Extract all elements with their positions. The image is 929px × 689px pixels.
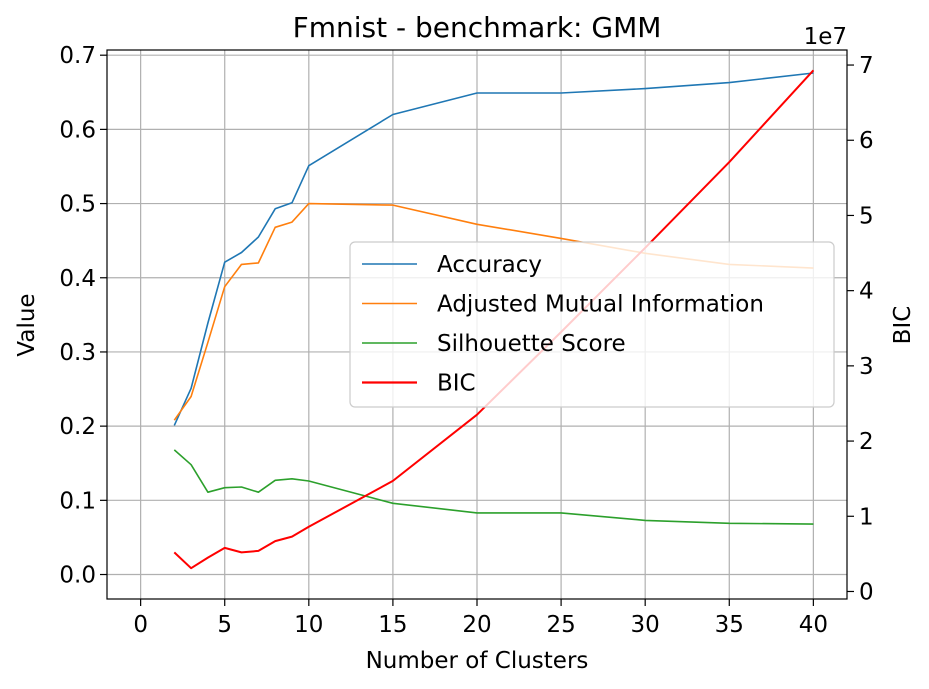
y2-tick-label: 7 bbox=[859, 53, 874, 79]
x-axis-ticks: 0 5 10 15 20 25 30 35 40 bbox=[133, 599, 828, 638]
y2-tick-label: 0 bbox=[859, 579, 874, 605]
y-tick-label: 0.7 bbox=[59, 43, 96, 69]
y2-axis-offset-label: 1e7 bbox=[804, 24, 847, 50]
y-axis-label: Value bbox=[14, 293, 40, 356]
x-axis-label: Number of Clusters bbox=[366, 648, 589, 674]
x-tick-label: 10 bbox=[294, 612, 323, 638]
x-tick-label: 35 bbox=[715, 612, 744, 638]
y-tick-label: 0.5 bbox=[59, 192, 96, 218]
y-tick-label: 0.4 bbox=[59, 266, 96, 292]
y2-axis-label: BIC bbox=[890, 306, 916, 345]
y2-tick-label: 1 bbox=[859, 504, 874, 530]
x-tick-label: 40 bbox=[799, 612, 828, 638]
y2-tick-label: 4 bbox=[859, 279, 874, 305]
y2-tick-label: 3 bbox=[859, 354, 874, 380]
legend-label-adjusted-mutual-information: Adjusted Mutual Information bbox=[437, 292, 764, 318]
y-tick-label: 0.1 bbox=[59, 488, 96, 514]
y-tick-label: 0.0 bbox=[59, 563, 96, 589]
y2-tick-label: 6 bbox=[859, 128, 874, 154]
x-tick-label: 25 bbox=[546, 612, 575, 638]
y2-tick-label: 2 bbox=[859, 429, 874, 455]
y-tick-label: 0.6 bbox=[59, 117, 96, 143]
y2-axis-ticks: 0 1 2 3 4 5 6 7 bbox=[847, 53, 874, 605]
series-line-accuracy bbox=[173, 72, 814, 426]
y2-tick-label: 5 bbox=[859, 203, 874, 229]
x-tick-label: 15 bbox=[378, 612, 407, 638]
legend-box bbox=[349, 241, 835, 408]
legend: Accuracy Adjusted Mutual Information Silho… bbox=[349, 241, 835, 408]
x-tick-label: 30 bbox=[631, 612, 660, 638]
legend-label-bic: BIC bbox=[437, 371, 476, 397]
y-tick-label: 0.3 bbox=[59, 340, 96, 366]
chart-title: Fmnist - benchmark: GMM bbox=[293, 11, 662, 44]
series-line-silhouette-score bbox=[173, 449, 814, 525]
y-axis-ticks: 0.0 0.1 0.2 0.3 0.4 0.5 0.6 0.7 bbox=[59, 43, 107, 589]
legend-label-accuracy: Accuracy bbox=[437, 252, 542, 278]
x-tick-label: 5 bbox=[217, 612, 232, 638]
legend-label-silhouette-score: Silhouette Score bbox=[437, 331, 626, 357]
x-tick-label: 20 bbox=[462, 612, 491, 638]
y-tick-label: 0.2 bbox=[59, 414, 96, 440]
x-tick-label: 0 bbox=[133, 612, 148, 638]
